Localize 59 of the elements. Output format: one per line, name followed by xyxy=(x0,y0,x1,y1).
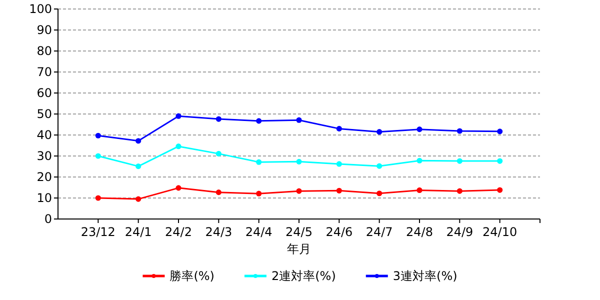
y-tick-label: 0 xyxy=(44,212,52,226)
point xyxy=(336,126,342,132)
point xyxy=(95,195,101,201)
x-tick-label: 24/10 xyxy=(482,225,518,239)
point xyxy=(95,153,101,159)
legend-label: 3連対率(%) xyxy=(392,269,458,283)
y-tick-label: 90 xyxy=(36,23,52,37)
x-tick-label: 24/4 xyxy=(245,225,272,239)
x-tick-label: 24/3 xyxy=(205,225,232,239)
point xyxy=(296,117,302,123)
point xyxy=(256,159,262,165)
y-tick-label: 30 xyxy=(36,149,52,163)
point xyxy=(376,190,382,196)
point xyxy=(497,158,503,164)
x-tick-label: 23/12 xyxy=(80,225,116,239)
y-tick-label: 60 xyxy=(36,86,52,100)
x-tick-label: 24/5 xyxy=(286,225,312,239)
point xyxy=(216,190,222,196)
point xyxy=(456,188,462,194)
point xyxy=(95,132,101,138)
point xyxy=(416,158,422,164)
point xyxy=(497,128,503,134)
y-tick-label: 50 xyxy=(36,107,52,121)
point xyxy=(256,118,262,124)
legend-label: 勝率(%) xyxy=(170,269,214,283)
y-tick-label: 80 xyxy=(36,44,52,58)
point xyxy=(376,129,382,135)
x-tick-label: 24/7 xyxy=(366,225,393,239)
point xyxy=(216,150,222,156)
point xyxy=(376,163,382,169)
y-tick-label: 100 xyxy=(29,2,52,16)
point xyxy=(216,116,222,122)
point xyxy=(176,113,182,119)
y-tick-label: 20 xyxy=(36,170,52,184)
x-tick-label: 24/9 xyxy=(446,225,474,239)
point xyxy=(416,187,422,194)
point xyxy=(416,126,422,132)
x-tick-label: 24/2 xyxy=(165,225,192,239)
x-tick-label: 24/1 xyxy=(124,225,152,239)
point xyxy=(136,163,142,170)
point xyxy=(136,138,142,144)
x-tick-label: 24/8 xyxy=(406,225,433,239)
y-tick-label: 70 xyxy=(36,65,52,79)
x-tick-label: 24/6 xyxy=(326,225,353,239)
point xyxy=(456,158,462,164)
point xyxy=(296,188,302,194)
point xyxy=(456,128,462,134)
legend-label: 2連対率(%) xyxy=(271,269,336,283)
x-axis-title: 年月 xyxy=(287,242,311,256)
point xyxy=(296,158,302,164)
y-tick-label: 10 xyxy=(36,191,52,205)
y-tick-label: 40 xyxy=(36,128,52,142)
point xyxy=(497,187,503,193)
point xyxy=(176,185,182,191)
point xyxy=(256,190,262,196)
point xyxy=(336,161,342,167)
point xyxy=(176,144,182,150)
point xyxy=(136,196,142,202)
point xyxy=(336,188,342,194)
